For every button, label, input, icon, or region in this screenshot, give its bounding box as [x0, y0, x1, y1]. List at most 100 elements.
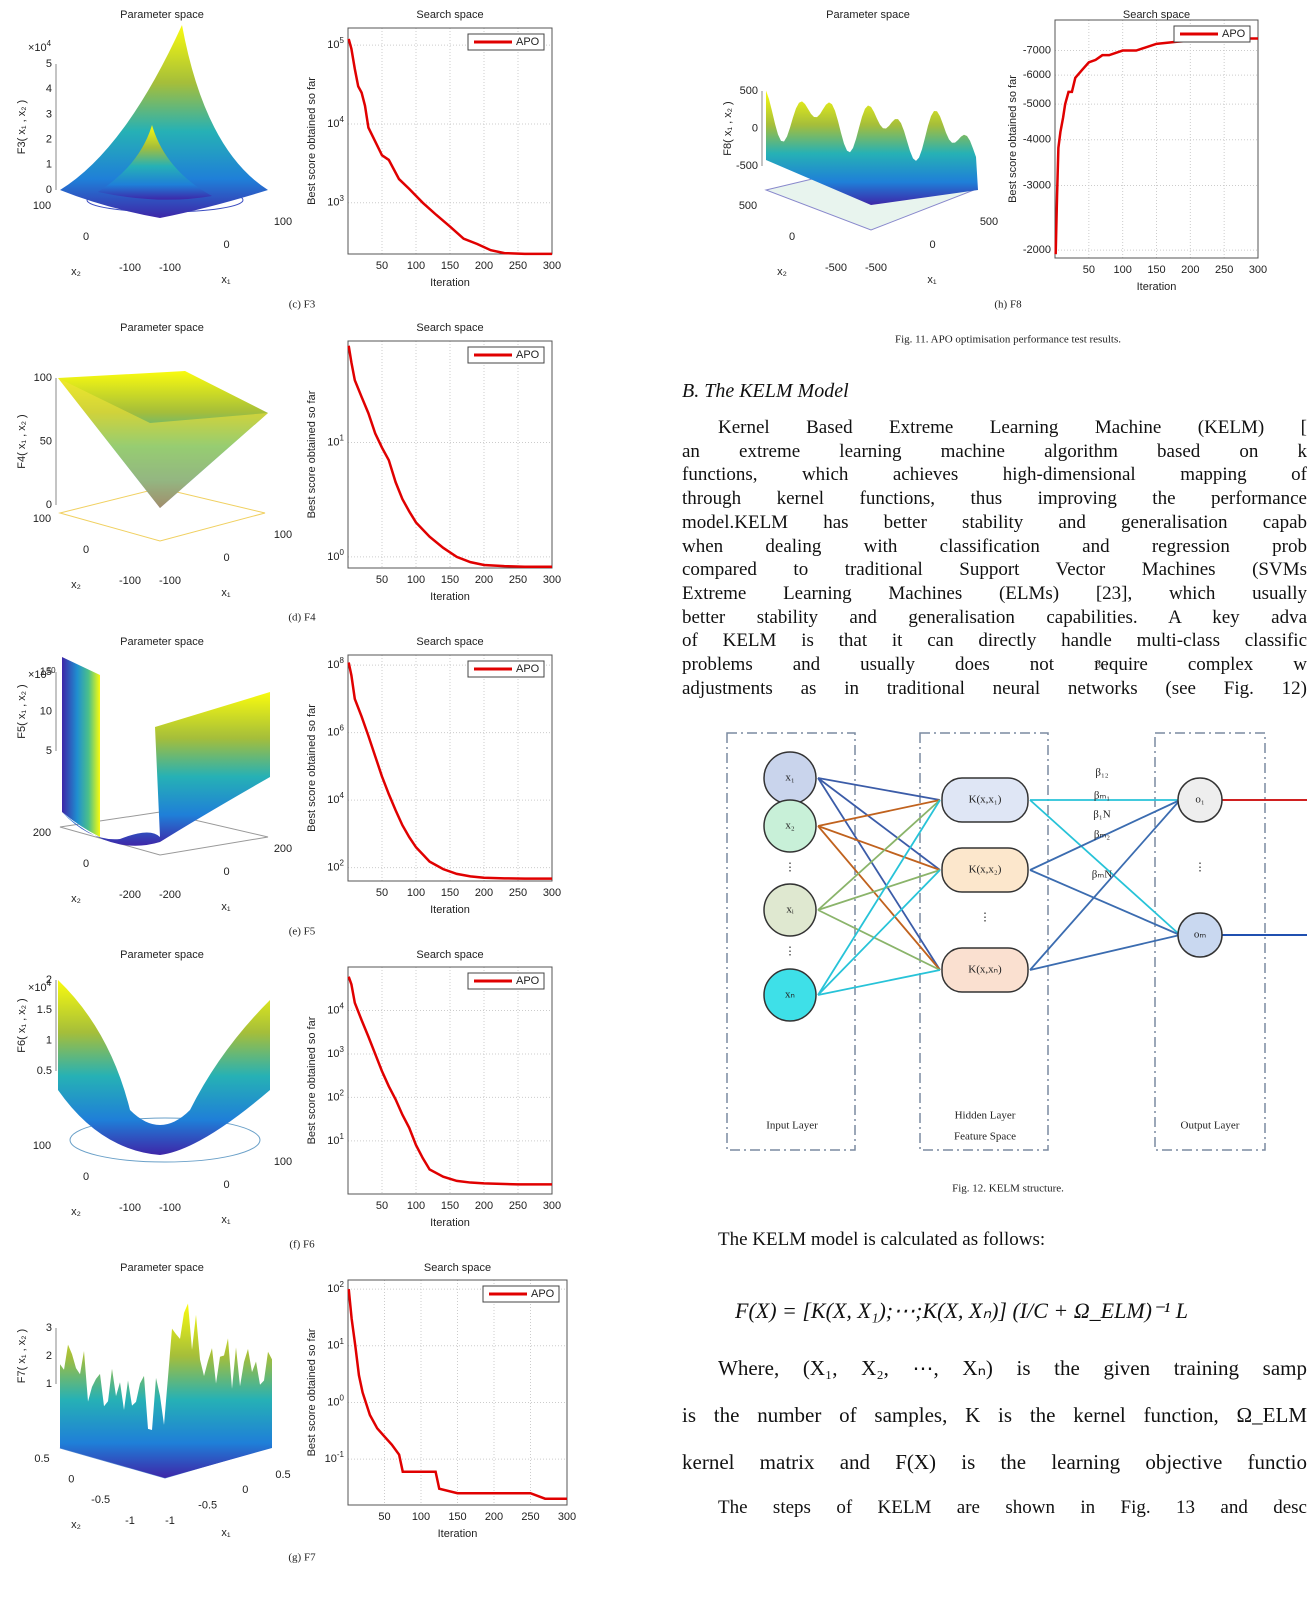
paragraph-line: compared to traditional Support Vector M… [682, 559, 1307, 581]
paragraph-line: through kernel functions, thus improving… [682, 488, 1307, 510]
x-tick-label: 200 [475, 260, 493, 272]
input-label: ⋮ [785, 862, 796, 874]
y-tick-label: 106 [327, 723, 344, 738]
x-tick-label: 200 [475, 1200, 493, 1212]
x-tick-label: 250 [509, 260, 527, 272]
edge [1029, 799, 1181, 936]
weight-label: βₘN [1092, 869, 1112, 881]
hidden-label: ⋮ [980, 912, 991, 924]
hidden-label: K(x,x₁) [969, 794, 1002, 806]
x1-tick-label: 0.5 [275, 1469, 290, 1481]
paragraph-line: when dealing with classification and reg… [682, 535, 1307, 557]
x-tick-label: 250 [521, 1511, 539, 1523]
legend-label: APO [516, 36, 540, 48]
x-tick-label: 100 [407, 1200, 425, 1212]
edge [817, 799, 941, 827]
x-tick-label: 150 [441, 1200, 459, 1212]
paragraph-line: an extreme learning machine algorithm ba… [682, 440, 1307, 462]
z-tick-label: 500 [740, 85, 758, 97]
x-tick-label: 200 [485, 1511, 503, 1523]
x2-tick-label: 0 [83, 231, 89, 243]
input-label: x₁ [785, 772, 795, 784]
weight-label: β₁N [1093, 809, 1110, 821]
convergence-line [347, 38, 552, 256]
x-tick-label: 300 [543, 1200, 561, 1212]
x1-axis-label: x₁ [221, 274, 231, 286]
surface [58, 487, 266, 542]
x-axis-label: Iteration [430, 277, 470, 289]
x1-tick-label: 100 [274, 216, 292, 228]
surface [69, 1117, 261, 1163]
x2-axis-label: x₂ [71, 579, 81, 591]
x1-axis-label: x₁ [221, 1214, 231, 1226]
z-tick-label: 10 [40, 705, 52, 717]
x1-axis-label: x₁ [927, 274, 937, 286]
y-tick-label: -5000 [1023, 98, 1051, 110]
z-axis-label: F6( x₁ , x₂ ) [16, 998, 28, 1052]
figure-caption: (f) F6 [289, 1239, 315, 1251]
surface [62, 657, 100, 837]
x-axis-label: Iteration [430, 904, 470, 916]
paragraph-line: is the number of samples, K is the kerne… [682, 1403, 1307, 1427]
paragraph-line: The KELM model is calculated as follows: [718, 1229, 1046, 1250]
section-heading: B. The KELM Model [682, 380, 849, 402]
x2-tick-label: 0 [83, 544, 89, 556]
y-tick-label: 103 [327, 193, 344, 208]
y-tick-label: 101 [327, 1131, 344, 1146]
x-tick-label: 300 [543, 260, 561, 272]
z-tick-label: 1.5 [37, 1004, 52, 1016]
convergence-line [347, 345, 552, 569]
x-tick-label: 300 [543, 887, 561, 899]
x-tick-label: 50 [378, 1511, 390, 1523]
y-axis-label: Best score obtained so far [306, 390, 318, 518]
y-tick-label: 101 [327, 433, 344, 448]
z-tick-label: 1 [46, 1035, 52, 1047]
input-label: xᵢ [786, 904, 794, 916]
input-node [763, 968, 817, 1022]
parameter-plot: Parameter space -500 0 500 F8( x₁ , x₂ ) 500 0… [722, 9, 998, 286]
plot-frame [347, 340, 553, 569]
layer-label: Hidden Layer [955, 1110, 1016, 1122]
x-tick-label: 100 [412, 1511, 430, 1523]
x-axis-label: Iteration [438, 1528, 478, 1540]
output-node [1177, 912, 1223, 958]
equation: F(X) = [K(X, X₁);⋯;K(X, Xₙ)] (I/C + Ω_EL… [735, 1298, 1188, 1323]
x-tick-label: 300 [1249, 264, 1267, 276]
x1-tick-label: -1 [165, 1515, 175, 1527]
surface-title: Parameter space [120, 9, 204, 21]
x2-tick-label: 200 [33, 827, 51, 839]
y-tick-label: 10-1 [325, 1450, 345, 1465]
x-tick-label: 250 [509, 1200, 527, 1212]
x-tick-label: 50 [376, 574, 388, 586]
x-tick-label: 150 [441, 574, 459, 586]
hidden-node [941, 777, 1029, 823]
z-tick-label: -500 [736, 160, 758, 172]
convergence-line [1054, 37, 1258, 255]
plot-frame [347, 27, 553, 255]
z-axis-label: F4( x₁ , x₂ ) [16, 414, 28, 468]
x-tick-label: 300 [558, 1511, 576, 1523]
x-axis-label: Iteration [430, 591, 470, 603]
x1-tick-label: -100 [159, 1202, 181, 1214]
edge [817, 869, 941, 996]
x1-tick-label: -100 [159, 262, 181, 274]
y-tick-label: 102 [327, 858, 344, 873]
surface [766, 90, 978, 205]
z-tick-label: 0.5 [37, 1065, 52, 1077]
y-tick-label: 104 [327, 115, 344, 130]
layer-label: Input Layer [766, 1120, 818, 1132]
edge [817, 909, 941, 971]
input-node [763, 799, 817, 853]
y-tick-label: 104 [327, 791, 344, 806]
y-tick-label: 100 [327, 1393, 344, 1408]
x2-tick-label: -100 [119, 575, 141, 587]
paragraph-line: Kernel Based Extreme Learning Machine (K… [718, 417, 1307, 438]
chart-title: Search space [416, 322, 483, 334]
x-tick-label: 100 [407, 260, 425, 272]
paragraph-line: of KELM is that it can directly handle m… [682, 630, 1307, 652]
x1-tick-label: 0 [223, 1179, 229, 1191]
figure-caption: Fig. 11. APO optimisation performance te… [895, 334, 1121, 346]
z-axis-label: F5( x₁ , x₂ ) [16, 684, 28, 738]
